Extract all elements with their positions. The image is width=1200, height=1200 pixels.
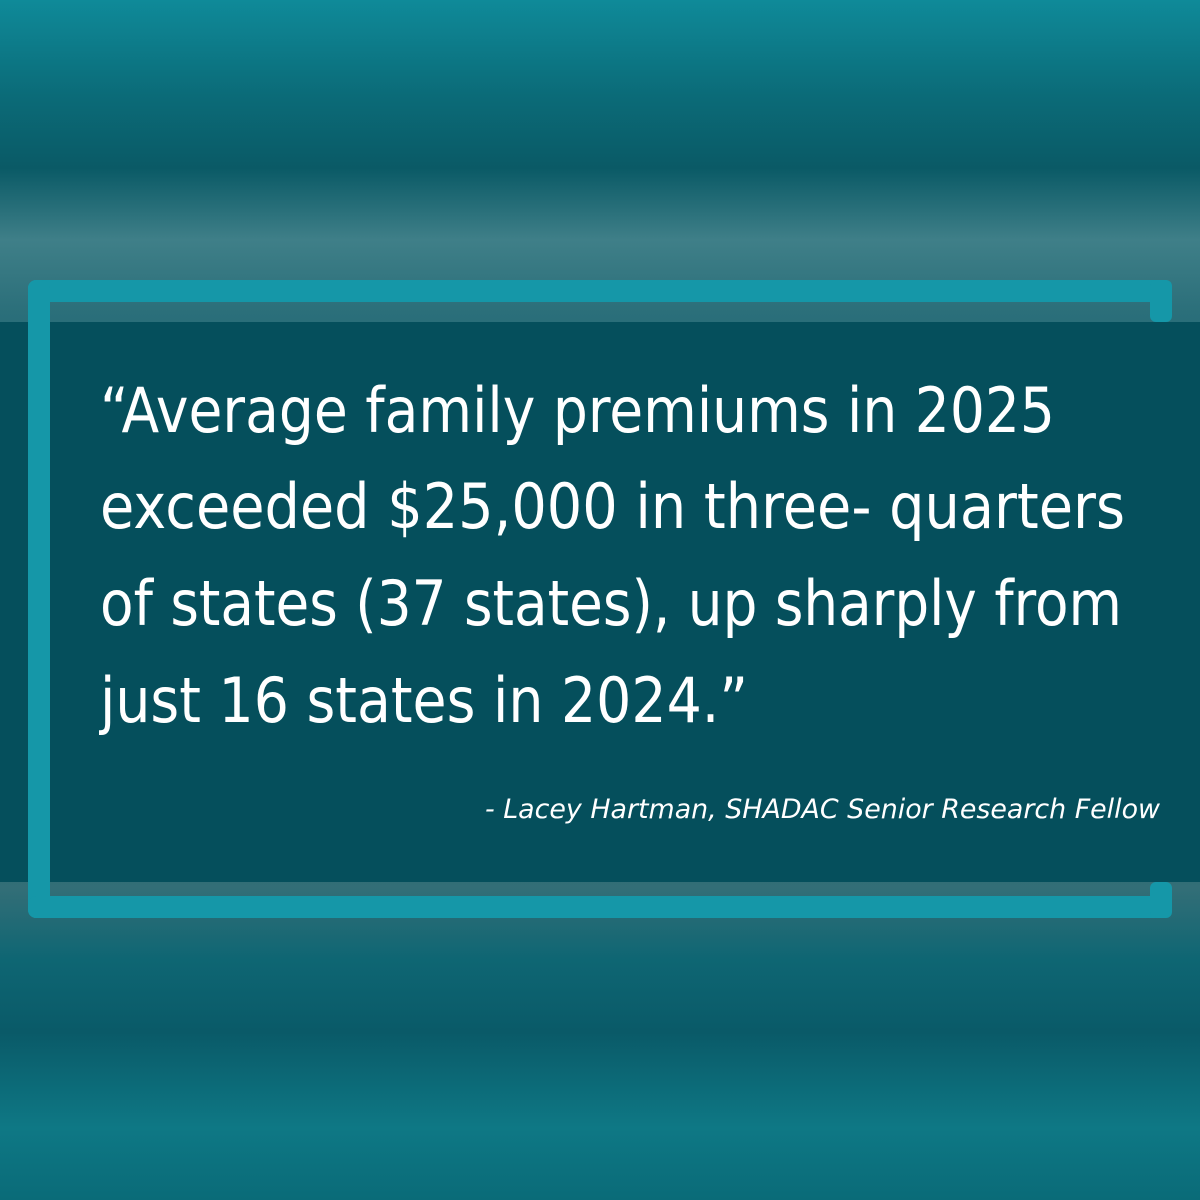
- frame: [28, 280, 1172, 918]
- attribution: - Lacey Hartman, SHADAC Senior Research …: [485, 794, 1161, 825]
- frame-top: [28, 280, 1172, 302]
- frame-right-top: [1150, 280, 1172, 322]
- quote-line: of states (37 states), up sharply from: [100, 567, 1122, 640]
- frame-bottom: [28, 896, 1172, 918]
- frame-right-bottom: [1150, 882, 1172, 918]
- quote-line: exceeded $25,000 in three- quarters: [100, 470, 1125, 543]
- frame-left: [28, 280, 50, 918]
- quote-panel: [0, 322, 1200, 882]
- quote-line: just 16 states in 2024.”: [98, 664, 748, 737]
- quote-line: “Average family premiums in 2025: [100, 374, 1055, 447]
